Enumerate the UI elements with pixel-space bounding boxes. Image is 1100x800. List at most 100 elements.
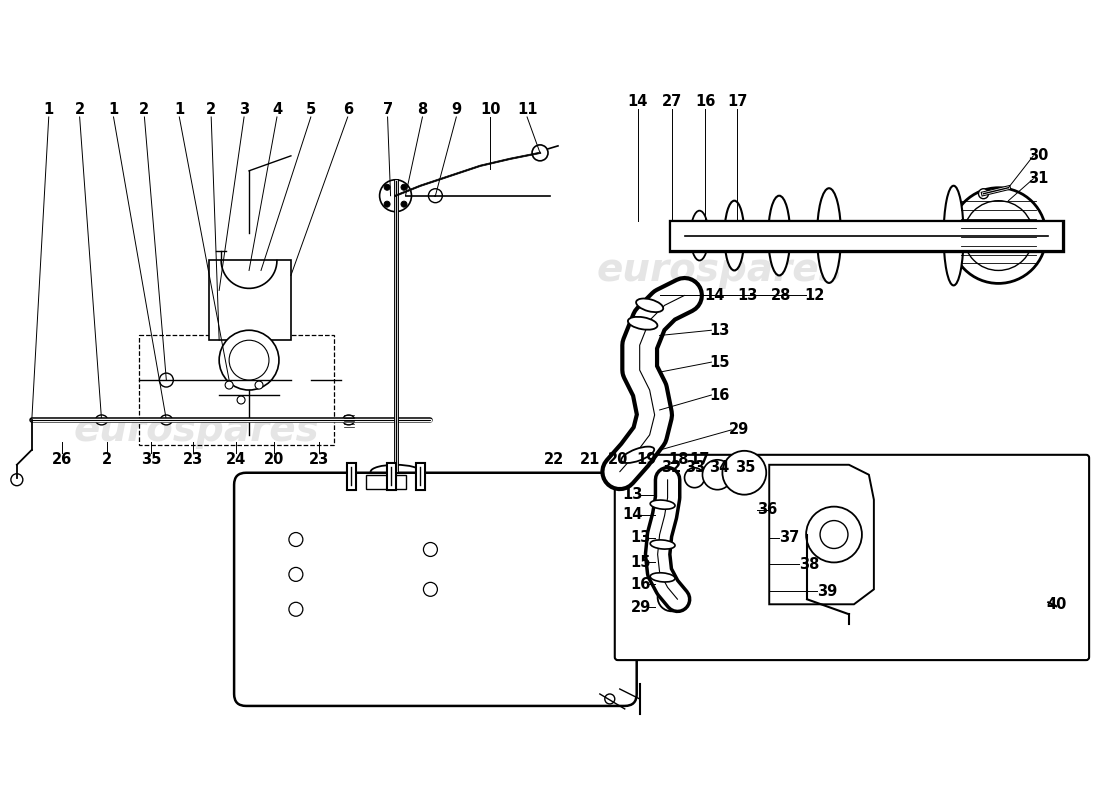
Ellipse shape [725,201,745,270]
Text: 29: 29 [630,600,651,614]
Circle shape [628,452,648,472]
Text: 7: 7 [383,102,393,117]
Text: 32: 32 [661,460,682,475]
Text: 36: 36 [757,502,778,517]
Text: eurospares: eurospares [74,411,319,449]
Ellipse shape [944,186,964,286]
Text: 19: 19 [637,452,657,467]
Circle shape [616,440,660,484]
Circle shape [384,184,390,190]
Text: 29: 29 [729,422,749,438]
Text: 30: 30 [1028,148,1048,163]
Ellipse shape [371,465,420,478]
Ellipse shape [650,500,675,510]
Text: 2: 2 [206,102,217,117]
Text: 17: 17 [727,94,748,109]
Text: eurospares: eurospares [596,251,843,290]
Text: 24: 24 [226,452,246,467]
Text: 6: 6 [342,102,353,117]
Text: 37: 37 [779,530,800,545]
Text: 35: 35 [735,460,756,475]
Bar [209,261,290,340]
Circle shape [379,180,411,212]
Circle shape [658,583,685,611]
Text: 13: 13 [623,487,642,502]
Text: 8: 8 [417,102,428,117]
Text: 13: 13 [630,530,651,545]
Text: 2: 2 [75,102,85,117]
Text: 16: 16 [695,94,716,109]
Text: 15: 15 [710,354,729,370]
Text: 26: 26 [52,452,72,467]
Ellipse shape [650,540,675,549]
Text: 33: 33 [685,460,705,475]
Text: 1: 1 [44,102,54,117]
Circle shape [160,373,174,387]
Text: 20: 20 [607,452,628,467]
Ellipse shape [343,415,354,425]
Text: 14: 14 [704,288,725,303]
Text: 15: 15 [630,555,651,570]
Text: 28: 28 [771,288,791,303]
Ellipse shape [650,573,675,582]
Text: 2: 2 [140,102,150,117]
Circle shape [723,451,767,494]
Circle shape [950,188,1046,283]
Text: 16: 16 [710,387,729,402]
Text: 10: 10 [480,102,501,117]
Circle shape [703,460,733,490]
Ellipse shape [768,196,790,275]
Ellipse shape [161,415,173,425]
Circle shape [821,521,848,549]
FancyBboxPatch shape [615,455,1089,660]
Polygon shape [769,465,873,604]
Circle shape [226,381,233,389]
Circle shape [806,506,862,562]
Text: 4: 4 [272,102,282,117]
Circle shape [384,201,390,207]
Text: 1: 1 [109,102,119,117]
Circle shape [238,396,245,404]
Text: 2: 2 [101,452,111,467]
Text: 22: 22 [543,452,564,467]
Text: 35: 35 [141,452,162,467]
Text: 31: 31 [1028,171,1048,186]
Circle shape [684,468,704,488]
Text: 9: 9 [451,102,461,117]
Ellipse shape [817,188,842,283]
Ellipse shape [96,415,108,425]
Bar [140,335,333,445]
Ellipse shape [636,298,663,312]
Text: 3: 3 [239,102,249,117]
Text: 17: 17 [690,452,710,467]
Text: 38: 38 [799,557,820,572]
Circle shape [219,330,279,390]
Circle shape [402,184,407,190]
Circle shape [605,694,615,704]
Text: 23: 23 [183,452,204,467]
Text: 16: 16 [630,577,651,592]
Text: 18: 18 [669,452,689,467]
Text: 12: 12 [804,288,824,303]
Text: 13: 13 [710,322,729,338]
Circle shape [11,474,23,486]
Text: 5: 5 [306,102,316,117]
Text: 13: 13 [737,288,758,303]
Text: 20: 20 [264,452,284,467]
Circle shape [428,189,442,202]
Text: 11: 11 [517,102,537,117]
Text: 14: 14 [623,507,642,522]
Circle shape [621,446,653,478]
Circle shape [255,381,263,389]
Ellipse shape [691,210,708,261]
Circle shape [979,189,989,198]
Text: 34: 34 [710,460,729,475]
FancyBboxPatch shape [234,473,637,706]
Text: 1: 1 [174,102,185,117]
Circle shape [402,201,407,207]
Text: 23: 23 [309,452,329,467]
Text: 21: 21 [580,452,600,467]
Circle shape [229,340,270,380]
Bar [365,474,406,489]
Text: 39: 39 [817,584,837,599]
